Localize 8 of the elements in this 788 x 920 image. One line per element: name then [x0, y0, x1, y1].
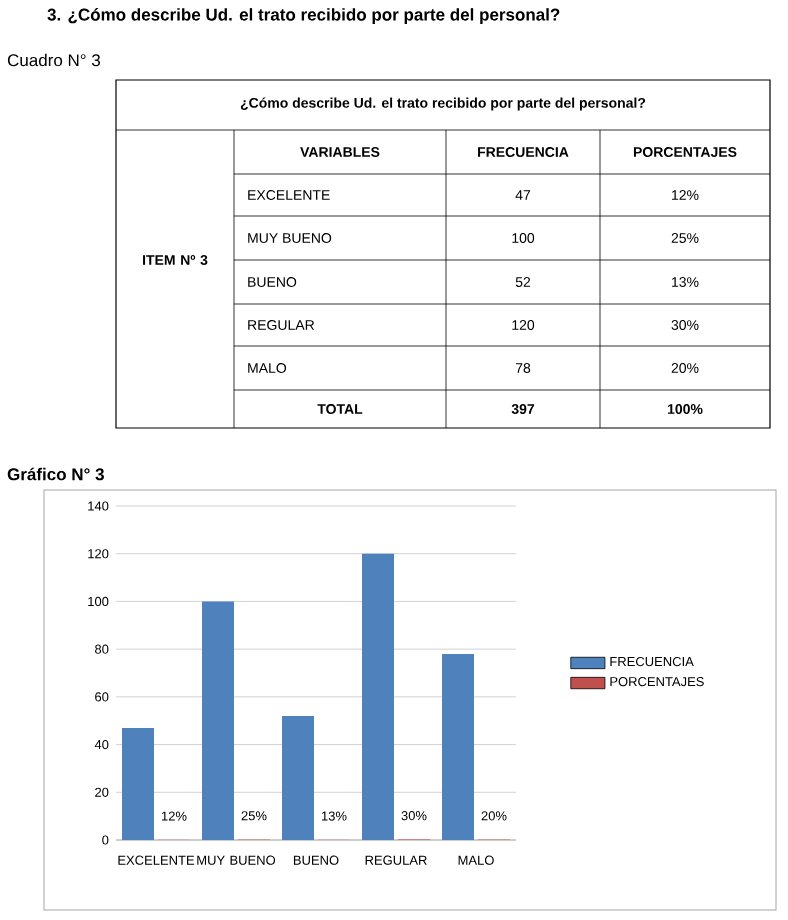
bar [122, 727, 154, 840]
bar [442, 653, 474, 840]
text: Cuadro N° 3 [7, 53, 101, 67]
bar [202, 601, 234, 840]
bar [362, 553, 394, 840]
chart-title: Gráfico N° 3 [7, 467, 104, 481]
text: 3. ¿Cómo describe Ud. el trato recibido por parte del personal? [47, 7, 560, 24]
bar [282, 715, 314, 840]
